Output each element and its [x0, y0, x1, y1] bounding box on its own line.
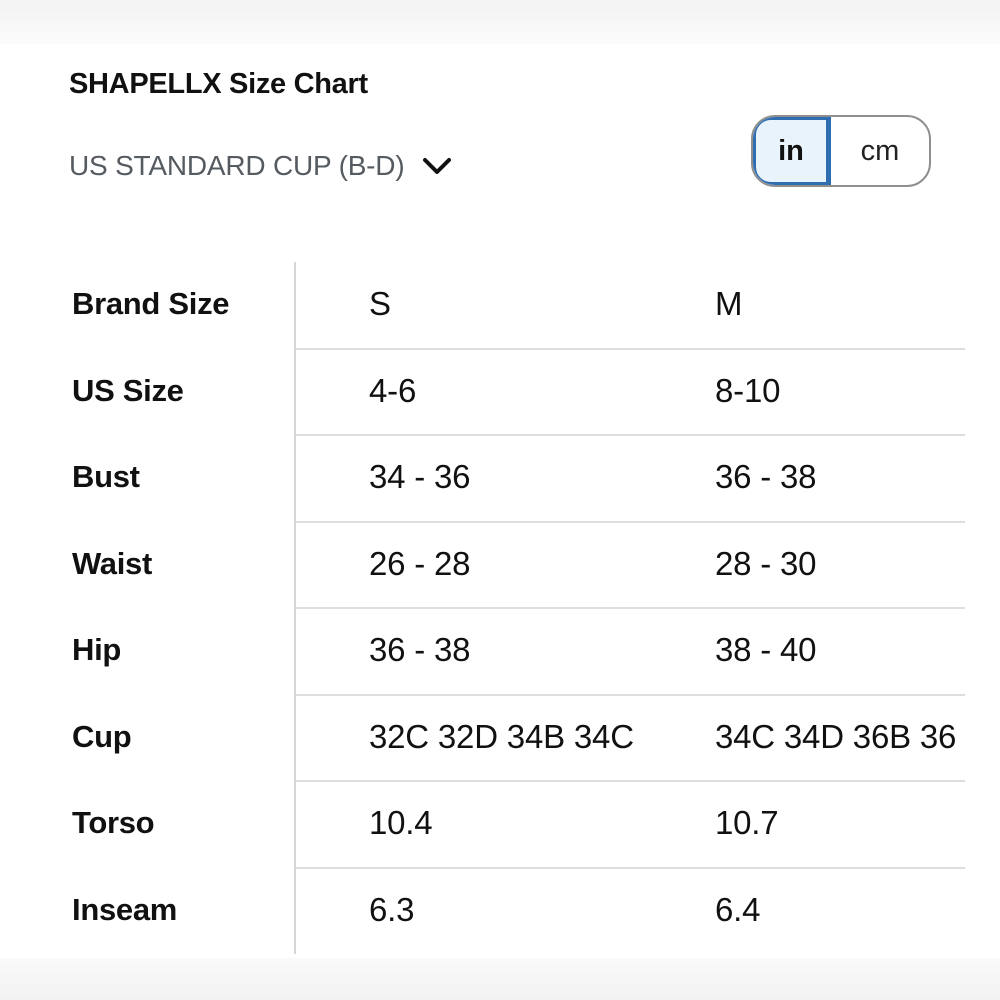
unit-option-cm[interactable]: cm	[860, 134, 900, 167]
row-divider	[296, 434, 965, 436]
cell-size-m: 6.4	[715, 890, 761, 928]
cell-size-m: M	[715, 285, 743, 322]
cell-size-s: S	[369, 285, 391, 322]
cell-size-m: 28 - 30	[715, 544, 817, 582]
cell-size-s: 34 - 36	[369, 458, 471, 495]
row-label: Torso	[72, 805, 155, 840]
cell-size-s: 36 - 38	[369, 631, 471, 668]
size-standard-dropdown[interactable]: US STANDARD CUP (B-D)	[69, 150, 454, 182]
cell-size-s: 26 - 28	[369, 544, 471, 582]
row-label: Inseam	[72, 891, 178, 927]
cell-size-m: 36 - 38	[715, 458, 817, 495]
cell-size-m: 34C 34D 36B 36	[715, 717, 957, 755]
cell-size-s: 6.3	[369, 890, 415, 928]
row-label: Waist	[72, 545, 153, 581]
top-edge-shade	[0, 0, 1000, 44]
size-standard-label: US STANDARD CUP (B-D)	[69, 150, 405, 181]
row-label: Hip	[72, 632, 122, 667]
row-divider	[296, 693, 965, 696]
row-divider	[296, 866, 965, 869]
row-label: Bust	[72, 459, 140, 494]
page-title: SHAPELLX Size Chart	[69, 68, 368, 100]
row-label: US Size	[72, 372, 184, 408]
bottom-edge-shade	[0, 958, 1000, 1000]
row-divider	[296, 780, 965, 782]
unit-option-in[interactable]: in	[753, 117, 831, 185]
table-column-divider	[294, 262, 296, 954]
cell-size-m: 38 - 40	[715, 631, 817, 668]
cell-size-s: 32C 32D 34B 34C	[369, 717, 634, 755]
row-divider	[296, 520, 965, 523]
row-label: Cup	[72, 718, 132, 754]
cell-size-m: 10.7	[715, 804, 779, 841]
unit-toggle: in cm	[751, 115, 931, 187]
row-label: Brand Size	[72, 286, 230, 321]
row-divider	[296, 347, 965, 350]
chevron-down-icon	[423, 158, 452, 174]
cell-size-s: 4-6	[369, 371, 417, 409]
cell-size-s: 10.4	[369, 804, 433, 841]
row-divider	[296, 607, 965, 609]
cell-size-m: 8-10	[715, 371, 781, 409]
